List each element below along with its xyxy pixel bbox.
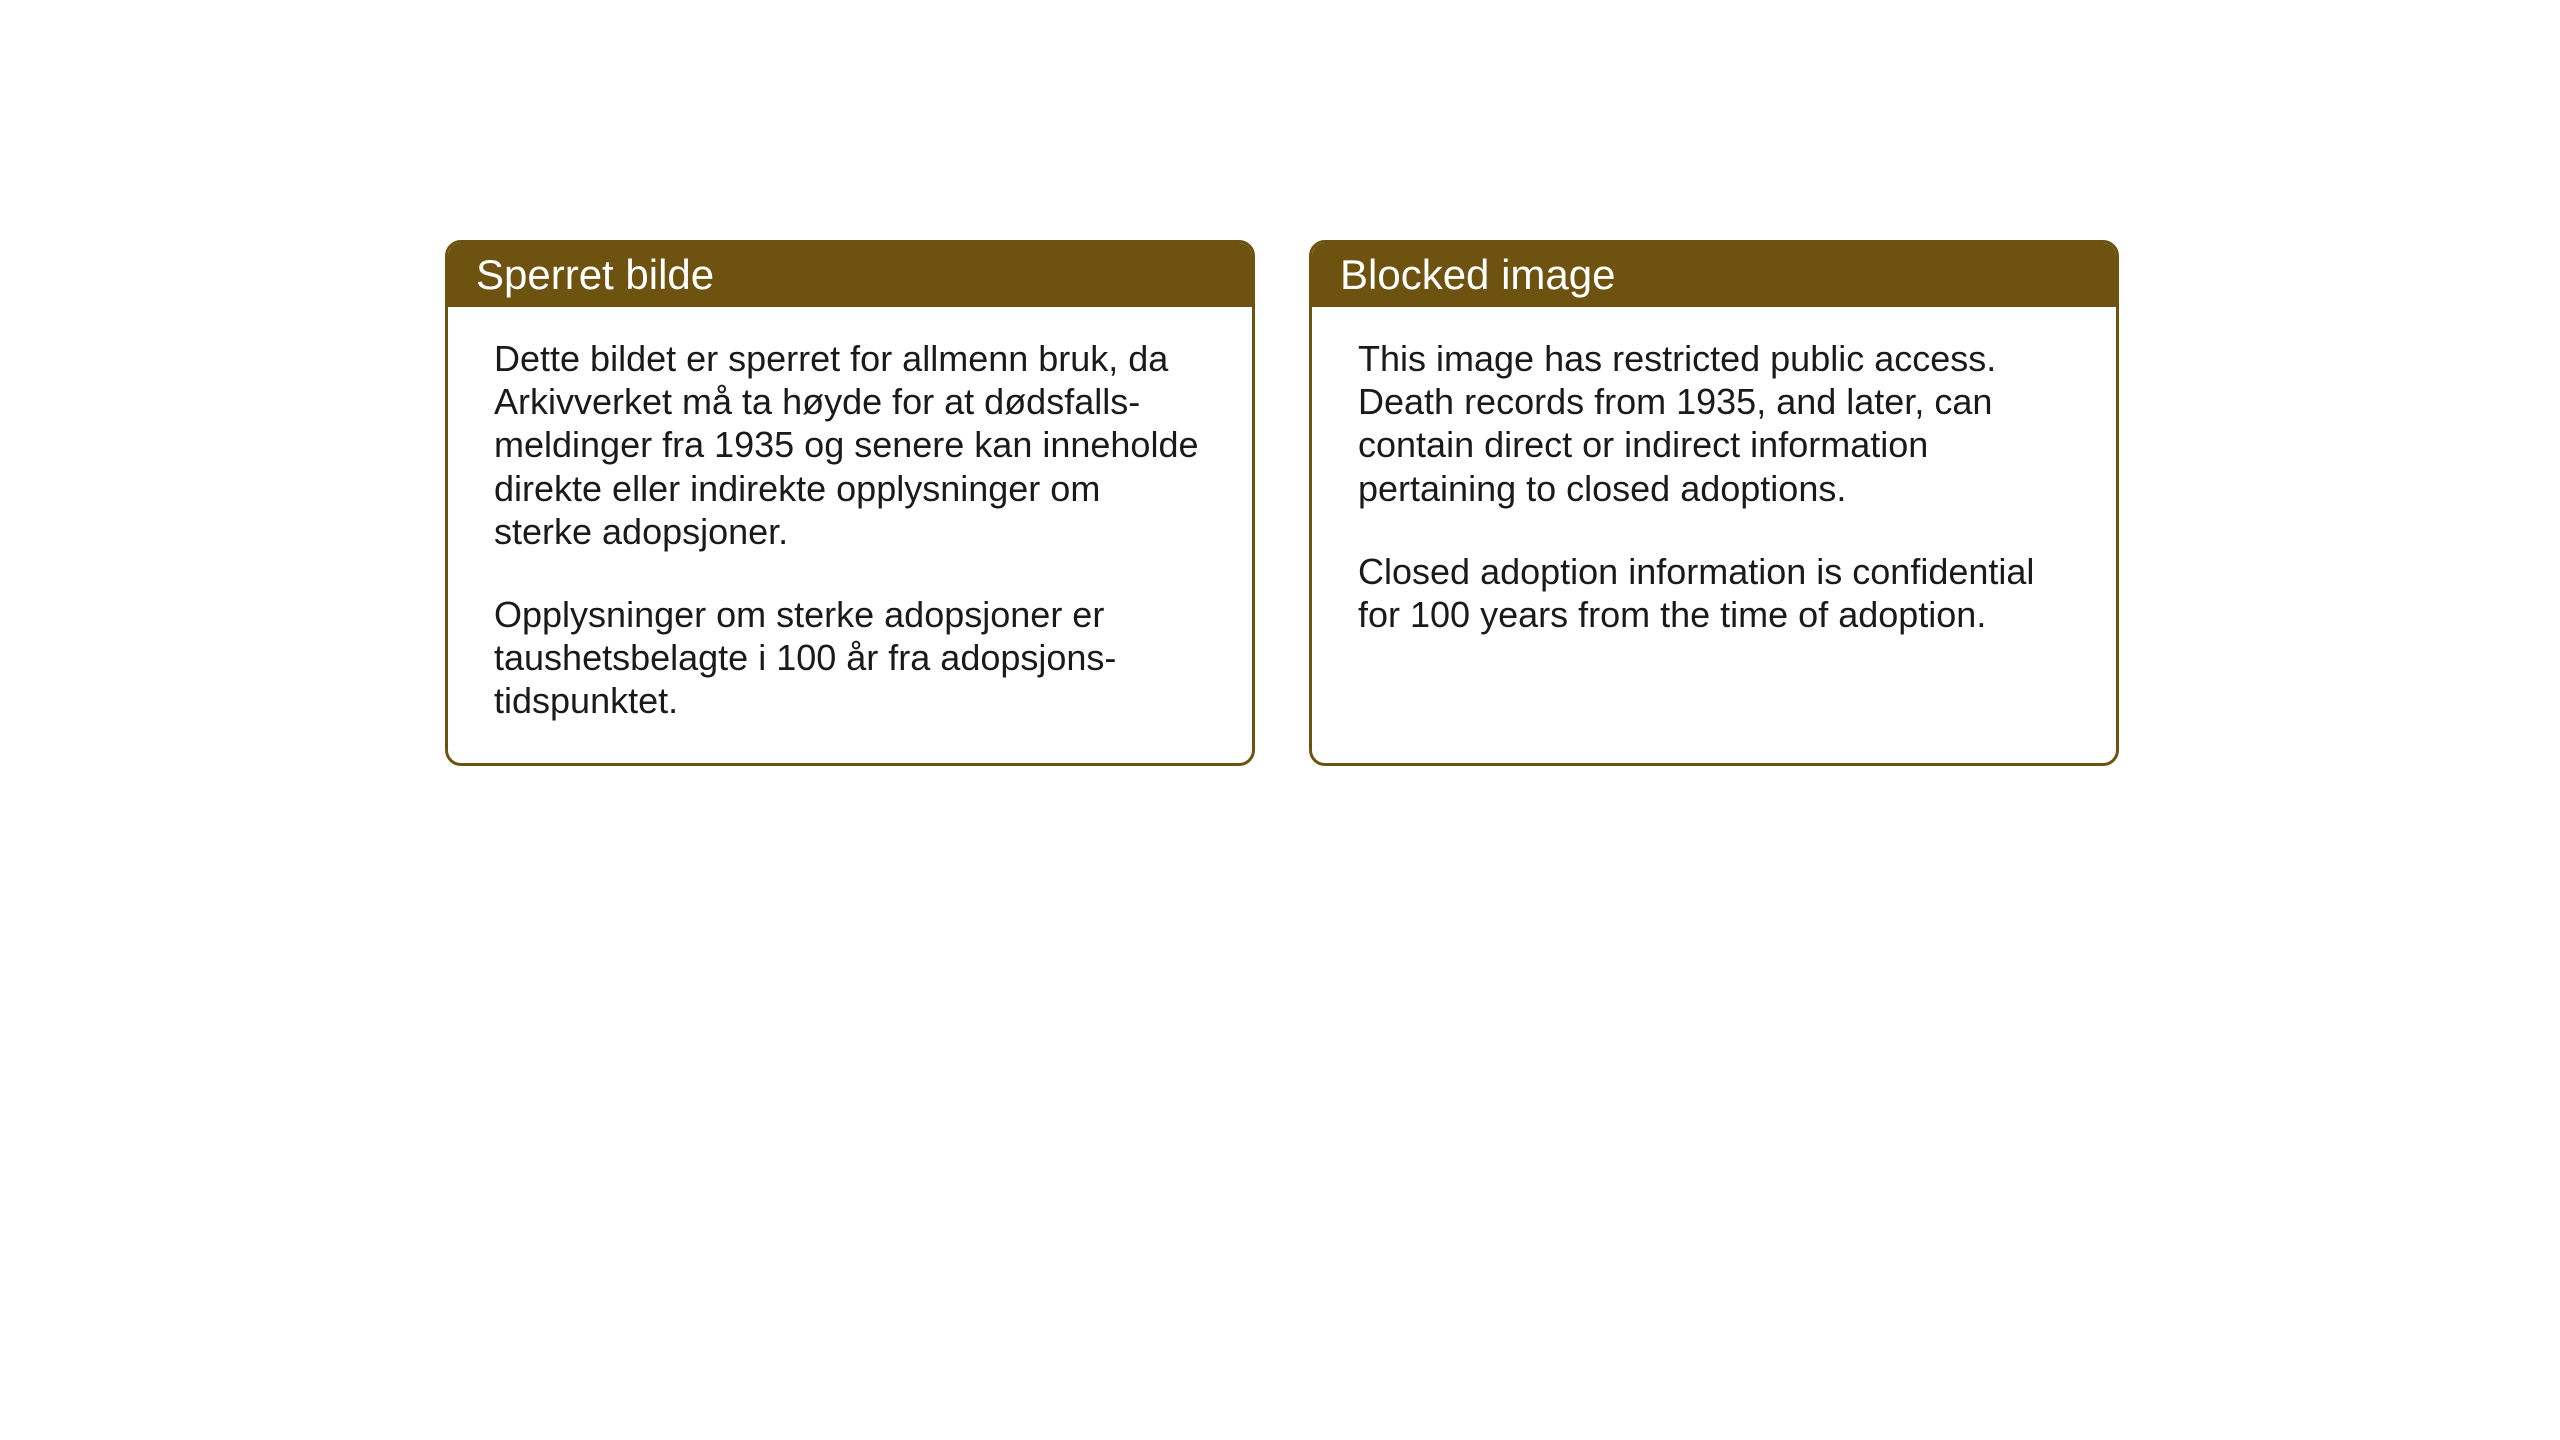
notice-paragraph-2-english: Closed adoption information is confident… [1358,550,2070,636]
notice-card-english: Blocked image This image has restricted … [1309,240,2119,766]
notice-header-norwegian: Sperret bilde [448,243,1252,307]
notice-title-english: Blocked image [1340,251,1615,298]
notice-paragraph-2-norwegian: Opplysninger om sterke adopsjoner er tau… [494,593,1206,723]
notice-card-norwegian: Sperret bilde Dette bildet er sperret fo… [445,240,1255,766]
notice-body-norwegian: Dette bildet er sperret for allmenn bruk… [448,307,1252,763]
notice-header-english: Blocked image [1312,243,2116,307]
notice-title-norwegian: Sperret bilde [476,251,714,298]
notice-paragraph-1-english: This image has restricted public access.… [1358,337,2070,510]
notice-body-english: This image has restricted public access.… [1312,307,2116,676]
notice-container: Sperret bilde Dette bildet er sperret fo… [0,0,2560,766]
notice-paragraph-1-norwegian: Dette bildet er sperret for allmenn bruk… [494,337,1206,553]
